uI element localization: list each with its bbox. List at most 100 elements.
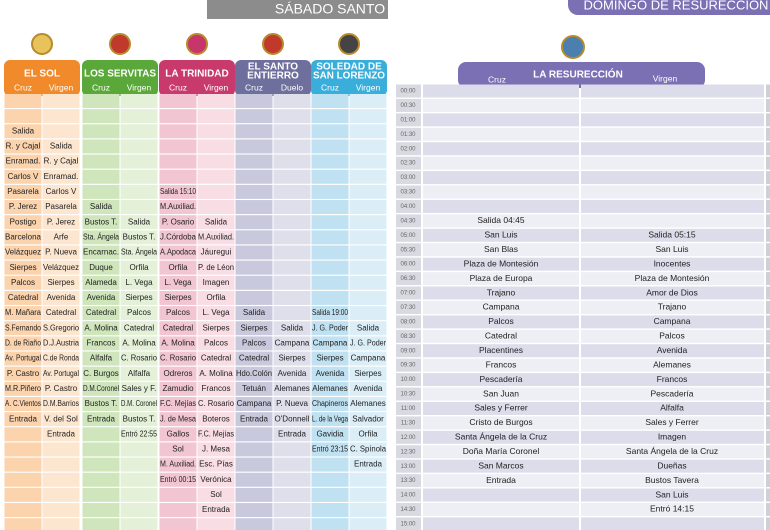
cell-text: Encarnac. bbox=[83, 248, 119, 257]
cell bbox=[581, 257, 764, 271]
virgen-text: Alfalfa bbox=[660, 403, 684, 413]
brotherhood-header bbox=[4, 60, 80, 96]
cell bbox=[197, 503, 235, 518]
virgen-text: Dueñas bbox=[657, 460, 686, 470]
cell bbox=[273, 366, 311, 381]
cell-text: Hdo.Colón bbox=[236, 369, 272, 378]
cell bbox=[159, 487, 197, 502]
cell-text: P. Castro bbox=[45, 384, 78, 393]
time-label: 06:30 bbox=[400, 276, 416, 282]
time-cell bbox=[396, 315, 421, 329]
cell bbox=[581, 416, 764, 430]
cell-text: Sierpes bbox=[278, 354, 305, 363]
cell bbox=[42, 397, 80, 411]
cell bbox=[42, 124, 80, 139]
cell bbox=[349, 472, 387, 487]
cell-text: D. de Riaño bbox=[5, 339, 41, 348]
cell-text: Palcos bbox=[127, 308, 151, 317]
cell bbox=[42, 487, 80, 502]
cell bbox=[159, 94, 197, 108]
cell bbox=[311, 215, 349, 230]
cell bbox=[273, 275, 311, 290]
cell-text: O'Donnell bbox=[275, 414, 310, 423]
cell bbox=[235, 427, 273, 442]
cell bbox=[120, 457, 158, 472]
brotherhood-name: LOS SERVITAS bbox=[84, 69, 156, 80]
cell bbox=[159, 154, 197, 169]
cell bbox=[197, 245, 235, 260]
cell bbox=[82, 200, 120, 215]
cell bbox=[581, 488, 764, 502]
cell bbox=[197, 94, 235, 108]
cell-text: J. G. Poder bbox=[312, 323, 348, 332]
cell bbox=[82, 290, 120, 305]
edge-cell bbox=[766, 243, 770, 257]
cell bbox=[311, 427, 349, 442]
time-label: 10:30 bbox=[400, 392, 416, 398]
cell-text: Entrada bbox=[202, 505, 231, 514]
cell-text: S.Fernando bbox=[5, 323, 41, 332]
cell-text: Salida bbox=[357, 323, 380, 332]
edge-cell bbox=[766, 84, 770, 98]
cell bbox=[235, 442, 273, 457]
cell bbox=[120, 427, 158, 442]
cell-text: Entró 23:15 bbox=[312, 445, 348, 454]
brotherhood-header bbox=[235, 60, 311, 96]
cell bbox=[82, 442, 120, 457]
cell bbox=[423, 430, 579, 444]
cell bbox=[82, 275, 120, 290]
cell bbox=[42, 154, 80, 169]
virgen-text: Entró 14:15 bbox=[650, 504, 694, 514]
virgen-text: Trajano bbox=[658, 302, 687, 312]
cell bbox=[581, 156, 764, 170]
cell-text: Alemanes bbox=[274, 384, 310, 393]
cell bbox=[4, 245, 42, 260]
edge-cell bbox=[766, 113, 770, 127]
cell bbox=[42, 503, 80, 518]
cell bbox=[82, 245, 120, 260]
time-label: 06:00 bbox=[400, 262, 416, 268]
cell bbox=[581, 199, 764, 213]
cell bbox=[423, 358, 579, 372]
cell-text: P. Jerez bbox=[47, 217, 75, 226]
cell-text: P. Nueva bbox=[45, 248, 77, 257]
cell bbox=[349, 230, 387, 245]
cell-text: Orfila bbox=[129, 263, 149, 272]
cell-text: L. Vega bbox=[164, 278, 192, 287]
cell bbox=[311, 321, 349, 336]
cell bbox=[311, 306, 349, 321]
edge-cell bbox=[766, 199, 770, 213]
time-cell bbox=[396, 387, 421, 401]
saturday-title: SÁBADO SANTO bbox=[275, 1, 385, 17]
cell bbox=[273, 260, 311, 275]
edge-cell bbox=[766, 300, 770, 314]
time-label: 14:00 bbox=[400, 493, 416, 499]
cruz-text: Doña María Coronel bbox=[463, 446, 540, 456]
cell bbox=[423, 84, 579, 98]
cell-text: Palcos bbox=[11, 278, 35, 287]
cruz-text: Palcos bbox=[488, 316, 514, 326]
cell-text: Avenida bbox=[316, 369, 345, 378]
cell bbox=[197, 351, 235, 366]
cell-text: A.Apodaca bbox=[160, 248, 197, 257]
cell bbox=[197, 321, 235, 336]
cell bbox=[4, 184, 42, 199]
time-cell bbox=[396, 344, 421, 358]
cell-text: Campana bbox=[313, 339, 348, 348]
cell bbox=[349, 139, 387, 154]
cell-text: Entró 22:55 bbox=[121, 429, 157, 438]
cell-text: Entrada bbox=[87, 414, 116, 423]
cell-text: J. G. Poder bbox=[350, 339, 386, 348]
cell bbox=[273, 245, 311, 260]
cell-text: Chapineros bbox=[312, 399, 348, 408]
cell bbox=[4, 518, 42, 530]
column-label: Duelo bbox=[281, 82, 303, 92]
cell-text: Alfalfa bbox=[90, 354, 113, 363]
time-label: 01:30 bbox=[400, 132, 416, 138]
cell bbox=[82, 321, 120, 336]
edge-cell bbox=[766, 387, 770, 401]
cell bbox=[120, 245, 158, 260]
cell bbox=[4, 381, 42, 396]
cell bbox=[423, 344, 579, 358]
